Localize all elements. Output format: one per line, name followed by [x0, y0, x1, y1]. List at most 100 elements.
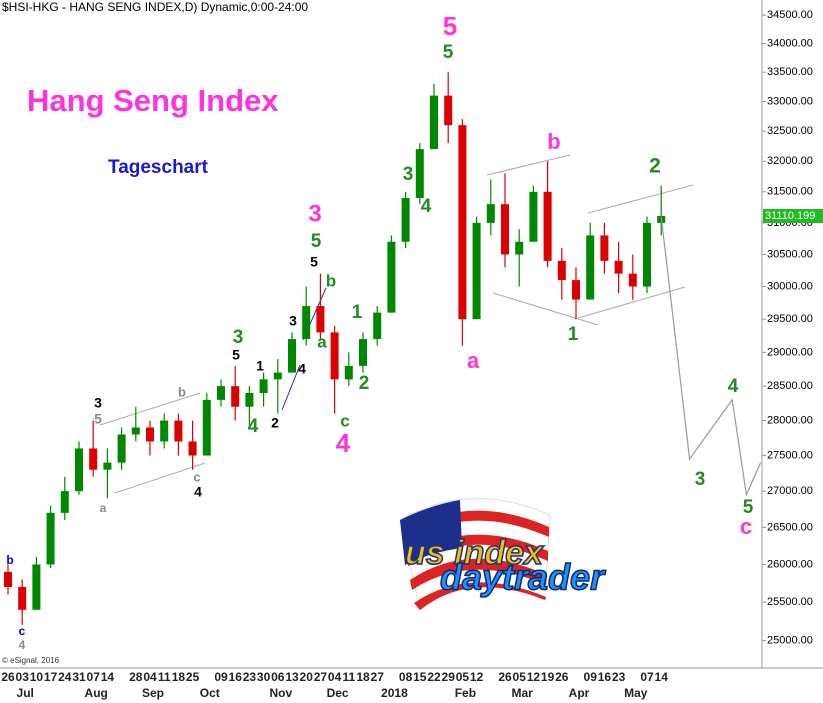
- x-month-label: Oct: [200, 686, 220, 700]
- candle-body: [117, 434, 126, 463]
- y-tick-label: 30000.00: [767, 280, 813, 292]
- x-tick-label: 12: [470, 670, 484, 684]
- x-tick-label: 30: [257, 670, 271, 684]
- x-tick-label: 15: [413, 670, 427, 684]
- candle-body: [188, 441, 197, 456]
- candle-body: [543, 191, 552, 261]
- candle-body: [430, 95, 438, 150]
- wave-label-text: 5: [232, 347, 240, 363]
- candle-body: [373, 312, 382, 340]
- x-tick-label: 29: [442, 670, 456, 684]
- candle-body: [359, 339, 367, 366]
- channel-line: [577, 286, 686, 319]
- candle-body: [146, 427, 154, 442]
- candle-body: [486, 204, 495, 223]
- wave-label-text: 3: [94, 395, 102, 411]
- x-tick-label: 09: [214, 670, 228, 684]
- candle-body: [643, 222, 651, 287]
- x-tick-label: 16: [229, 670, 243, 684]
- x-tick-label: 16: [598, 670, 612, 684]
- x-tick-label: 26: [1, 670, 15, 684]
- candle-body: [46, 512, 55, 565]
- wave-label-text: c: [193, 469, 200, 484]
- y-tick-label: 29000.00: [767, 346, 813, 358]
- x-tick-label: 03: [16, 670, 30, 684]
- flag-canton: [400, 500, 462, 565]
- candle-body: [515, 241, 524, 255]
- wave-label-text: c: [340, 411, 349, 430]
- wave-label-text: 4: [728, 376, 739, 397]
- flag-stripes: [402, 510, 549, 610]
- wave-label-text: a: [100, 501, 107, 515]
- y-tick-label: 33500.00: [767, 66, 813, 78]
- wave-label-text: 5: [94, 411, 102, 427]
- channel-line: [587, 184, 694, 214]
- x-tick-label: 05: [456, 670, 470, 684]
- candle-body: [458, 125, 467, 320]
- x-tick-label: 04: [143, 670, 157, 684]
- candle-body: [217, 386, 225, 400]
- y-tick-label: 31500.00: [767, 186, 813, 198]
- x-tick-label: 28: [129, 670, 143, 684]
- candle-body: [273, 372, 282, 380]
- candle-body: [231, 386, 240, 407]
- y-tick-label: 32000.00: [767, 155, 813, 167]
- candle-body: [401, 197, 410, 242]
- y-tick-label: 28500.00: [767, 380, 813, 392]
- header: $HSI-HKG - HANG SENG INDEX,D) Dynamic,0:…: [2, 0, 308, 14]
- candle-body: [444, 95, 453, 126]
- wave-label-text: a: [467, 348, 480, 373]
- wave-label-text: 3: [308, 200, 321, 227]
- y-tick-label: 26000.00: [767, 558, 813, 570]
- chart-subtitle: Tageschart: [108, 157, 209, 178]
- x-tick-label: 04: [328, 670, 342, 684]
- candle-body: [501, 204, 509, 255]
- x-tick-label: 22: [427, 670, 441, 684]
- projection-line: [660, 216, 762, 497]
- candle-body: [387, 241, 396, 313]
- x-tick-label: 19: [541, 670, 555, 684]
- y-tick-label: 27000.00: [767, 485, 813, 497]
- y-tick-label: 32500.00: [767, 125, 813, 137]
- wave-label-text: 4: [248, 416, 259, 437]
- x-tick-label: 20: [300, 670, 314, 684]
- logo-text: daytrader: [440, 557, 606, 598]
- y-tick-label: 28000.00: [767, 414, 813, 426]
- wave-label-text: 4: [421, 196, 432, 217]
- wave-line: [281, 364, 301, 411]
- x-tick-label: 08: [399, 670, 413, 684]
- candle-body: [600, 235, 609, 261]
- wave-label-text: 2: [271, 415, 279, 431]
- wave-label-text: 3: [403, 164, 414, 185]
- candle-body: [18, 586, 27, 610]
- x-month-label: May: [624, 686, 648, 700]
- candle-body: [160, 420, 169, 442]
- x-tick-label: 31: [72, 670, 86, 684]
- y-tick-label: 25000.00: [767, 635, 813, 647]
- x-tick-label: 09: [584, 670, 598, 684]
- candle-body: [131, 427, 140, 435]
- x-tick-label: 17: [44, 670, 58, 684]
- candle-body: [259, 379, 268, 393]
- wave-label-text: b: [178, 384, 186, 399]
- x-month-label: Apr: [569, 686, 590, 700]
- candle-body: [202, 399, 211, 456]
- x-month-label: 2018: [381, 686, 408, 700]
- last-price-box: [763, 208, 823, 223]
- wave-label-text: 5: [443, 42, 454, 63]
- x-tick-label: 27: [371, 670, 385, 684]
- wave-label-text: a: [317, 332, 327, 351]
- wave-label-text: c: [740, 514, 752, 539]
- y-tick-label: 33000.00: [767, 95, 813, 107]
- wave-label-text: 4: [336, 428, 351, 458]
- x-month-label: Dec: [327, 686, 349, 700]
- x-tick-label: 23: [243, 670, 257, 684]
- wave-label-text: 4: [298, 361, 306, 377]
- wave-label-text: 5: [743, 497, 754, 518]
- wave-label-text: 1: [568, 324, 579, 345]
- chart-title: Hang Seng Index: [27, 83, 279, 118]
- candle-body: [614, 260, 623, 274]
- x-tick-label: 11: [158, 670, 171, 684]
- x-tick-label: 07: [87, 670, 101, 684]
